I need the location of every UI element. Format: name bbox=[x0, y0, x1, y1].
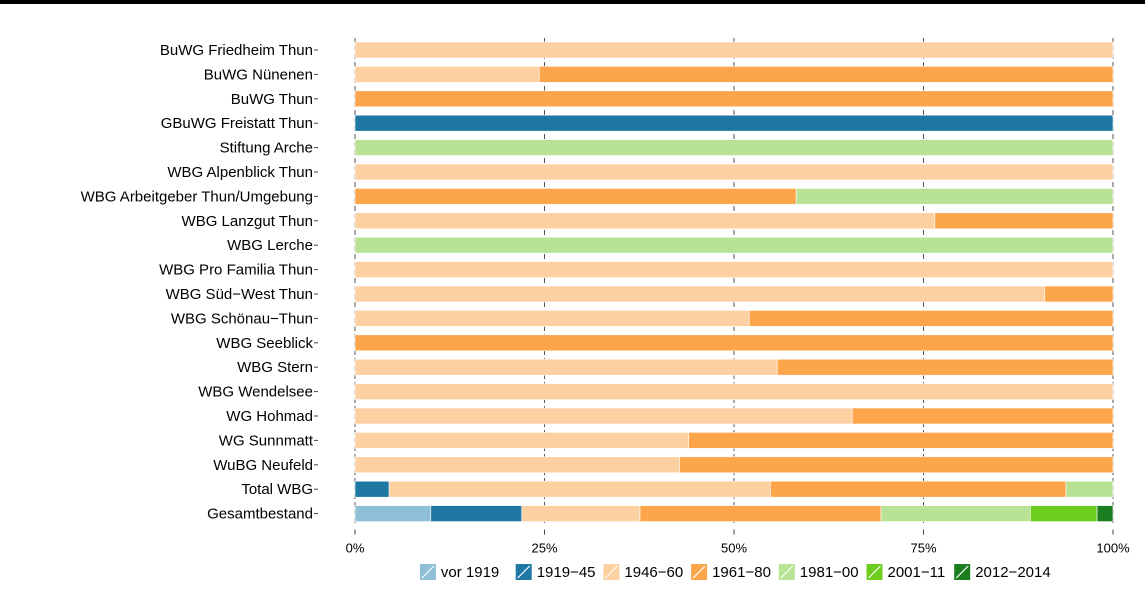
bar-segment bbox=[748, 310, 1114, 327]
category-label: WBG Lerche bbox=[227, 237, 313, 254]
category-label: Stiftung Arche bbox=[220, 140, 313, 157]
legend-item: 2001−11 bbox=[866, 564, 946, 581]
legend-swatch-slash bbox=[604, 565, 618, 579]
legend-label: 1981−00 bbox=[800, 564, 859, 581]
bar-segment bbox=[639, 505, 882, 522]
legend-item: vor 1919 bbox=[419, 564, 499, 581]
x-tick-label: 100% bbox=[1096, 541, 1130, 556]
bar-segment bbox=[354, 41, 1114, 59]
x-tick-label: 25% bbox=[531, 541, 557, 556]
legend-swatch-slash bbox=[955, 565, 969, 579]
bar-segment bbox=[354, 432, 689, 449]
bar-segment bbox=[354, 285, 1046, 303]
top-rule bbox=[0, 0, 1145, 4]
bar-segment bbox=[354, 407, 853, 425]
bar-segment bbox=[776, 358, 1114, 376]
bar-segment bbox=[1096, 505, 1114, 522]
category-label: WBG Lanzgut Thun bbox=[182, 213, 313, 230]
legend-item: 2012−2014 bbox=[954, 564, 1051, 581]
bar-segment bbox=[354, 334, 1114, 352]
category-label: BuWG Thun bbox=[231, 91, 313, 108]
bar-segment bbox=[354, 90, 1114, 108]
bar-segment bbox=[521, 505, 641, 522]
bar-segment bbox=[354, 261, 1114, 278]
bar-segment bbox=[851, 407, 1114, 425]
bar-segment bbox=[795, 188, 1114, 205]
bar-segment bbox=[538, 66, 1114, 83]
legend-label: 1946−60 bbox=[624, 564, 683, 581]
category-label: BuWG Friedheim Thun bbox=[160, 42, 313, 59]
legend-swatch-slash bbox=[517, 565, 531, 579]
legend-label: vor 1919 bbox=[441, 564, 499, 581]
bar-segment bbox=[679, 456, 1114, 474]
bars bbox=[354, 41, 1114, 522]
legend-swatch-slash bbox=[421, 565, 435, 579]
category-label: WBG Süd−West Thun bbox=[166, 286, 313, 303]
legend: vor 1919 1919−45 1946−60 1961−80 1981−00 2001… bbox=[419, 564, 1051, 581]
legend-item: 1961−80 bbox=[691, 564, 771, 581]
bar-segment bbox=[354, 66, 540, 83]
legend-label: 1919−45 bbox=[537, 564, 596, 581]
category-label: GBuWG Freistatt Thun bbox=[161, 115, 313, 132]
category-label: Gesamtbestand bbox=[207, 506, 313, 523]
category-label: WBG Seeblick bbox=[216, 335, 313, 352]
category-label: WBG Wendelsee bbox=[198, 384, 313, 401]
category-label: Total WBG bbox=[241, 481, 313, 498]
legend-swatch-slash bbox=[868, 565, 881, 579]
x-axis: 0% 25% 50% 75% 100% bbox=[346, 529, 1130, 556]
bar-segment bbox=[1044, 285, 1114, 303]
category-label: WBG Pro Familia Thun bbox=[159, 262, 313, 279]
category-label: WBG Schönau−Thun bbox=[171, 310, 313, 327]
category-label: WBG Stern bbox=[237, 359, 313, 376]
bar-segment bbox=[1030, 505, 1098, 522]
x-tick-label: 0% bbox=[346, 541, 365, 556]
bar-segment bbox=[354, 212, 936, 230]
bar-segment bbox=[934, 212, 1114, 230]
legend-label: 2001−11 bbox=[888, 564, 946, 581]
bar-segment bbox=[354, 163, 1114, 181]
bar-segment bbox=[880, 505, 1031, 522]
grid-lines bbox=[354, 38, 1114, 526]
bar-segment bbox=[354, 456, 680, 474]
bar-segment bbox=[354, 188, 797, 205]
legend-item: 1946−60 bbox=[603, 564, 683, 581]
category-label: WBG Arbeitgeber Thun/Umgebung bbox=[81, 188, 313, 205]
bar-segment bbox=[354, 480, 390, 498]
bar-segment bbox=[354, 139, 1114, 156]
category-label: WuBG Neufeld bbox=[213, 457, 313, 474]
category-label: BuWG Nünenen bbox=[204, 66, 313, 83]
legend-item: 1919−45 bbox=[515, 564, 596, 581]
bar-segment bbox=[388, 480, 771, 498]
category-labels: BuWG Friedheim Thun BuWG Nünenen BuWG Thun… bbox=[81, 42, 318, 523]
bar-segment bbox=[688, 432, 1114, 449]
category-label: WG Sunnmatt bbox=[219, 432, 314, 449]
category-label: WG Hohmad bbox=[226, 408, 313, 425]
legend-swatch-slash bbox=[692, 565, 706, 579]
bar-segment bbox=[430, 505, 523, 522]
legend-swatch-slash bbox=[780, 565, 794, 579]
bar-segment bbox=[354, 383, 1114, 400]
x-tick-label: 50% bbox=[721, 541, 747, 556]
legend-label: 1961−80 bbox=[712, 564, 771, 581]
bar-segment bbox=[354, 505, 432, 522]
category-label: WBG Alpenblick Thun bbox=[167, 164, 313, 181]
bar-segment bbox=[354, 358, 778, 376]
bar-segment bbox=[770, 480, 1067, 498]
bar-segment bbox=[354, 114, 1114, 132]
bar-segment bbox=[1065, 480, 1114, 498]
legend-label: 2012−2014 bbox=[975, 564, 1050, 581]
bar-segment bbox=[354, 236, 1114, 254]
legend-item: 1981−00 bbox=[778, 564, 859, 581]
x-tick-label: 75% bbox=[910, 541, 936, 556]
bar-segment bbox=[354, 310, 750, 327]
